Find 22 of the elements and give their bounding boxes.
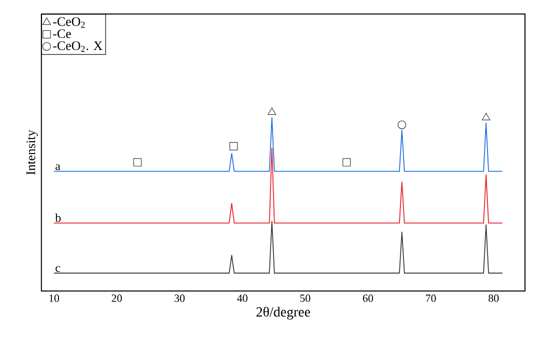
y-axis-title: Intensity (26, 130, 38, 175)
legend-label: -Ce (53, 29, 71, 38)
point (230, 142, 238, 150)
x-axis-title: 2θ/degree (256, 306, 310, 320)
series-label: a (56, 164, 60, 170)
point (398, 120, 406, 130)
x-tick-label: 10 (49, 294, 60, 302)
series-label: c (56, 266, 60, 272)
point (133, 158, 142, 166)
x-tick-label: 70 (426, 294, 436, 302)
series-label: b (55, 213, 61, 222)
x-tick-label: 80 (488, 294, 499, 302)
x-tick-label: 50 (300, 294, 310, 302)
x-tick-label: 20 (112, 294, 122, 302)
x-tick-label: 40 (237, 294, 248, 302)
legend-label: -CeO$_{2}$ (53, 17, 85, 28)
point (342, 158, 351, 166)
x-tick-label: 60 (362, 294, 374, 302)
legend-label: -CeO$_{2}$. X (53, 41, 102, 52)
x-tick-label: 30 (174, 294, 185, 302)
point (268, 108, 276, 115)
point (482, 112, 490, 120)
